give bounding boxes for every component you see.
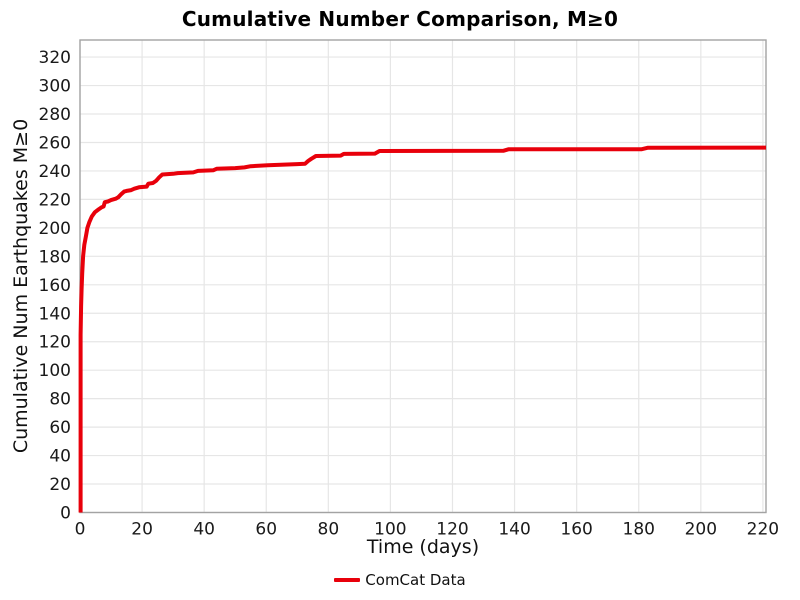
x-tick-label: 140 bbox=[498, 520, 530, 540]
legend-line-marker bbox=[334, 578, 361, 582]
y-tick-label: 200 bbox=[39, 219, 71, 239]
legend-label: ComCat Data bbox=[365, 571, 466, 589]
x-tick-label: 200 bbox=[685, 520, 717, 540]
x-tick-label: 220 bbox=[747, 520, 779, 540]
y-tick-label: 320 bbox=[39, 48, 71, 68]
y-tick-label: 140 bbox=[39, 304, 71, 324]
y-tick-label: 80 bbox=[49, 390, 71, 410]
y-tick-label: 240 bbox=[39, 162, 71, 182]
data-line bbox=[78, 145, 767, 513]
y-tick-label: 180 bbox=[39, 247, 71, 267]
y-tick-label: 60 bbox=[49, 418, 71, 438]
x-tick-label: 20 bbox=[131, 520, 153, 540]
y-tick-label: 120 bbox=[39, 333, 71, 353]
y-tick-label: 300 bbox=[39, 77, 71, 97]
x-tick-label: 180 bbox=[623, 520, 655, 540]
y-tick-label: 220 bbox=[39, 190, 71, 210]
y-tick-label: 40 bbox=[49, 447, 71, 467]
x-tick-label: 60 bbox=[255, 520, 277, 540]
x-tick-label: 120 bbox=[436, 520, 468, 540]
y-tick-label: 160 bbox=[39, 276, 71, 296]
y-tick-label: 260 bbox=[39, 133, 71, 153]
y-axis-label: Cumulative Num Earthquakes M≥0 bbox=[10, 118, 32, 454]
x-tick-label: 40 bbox=[193, 520, 215, 540]
x-tick-label: 160 bbox=[560, 520, 592, 540]
y-tick-label: 0 bbox=[60, 504, 71, 524]
y-tick-label: 20 bbox=[49, 475, 71, 495]
x-tick-label: 100 bbox=[374, 520, 406, 540]
chart-title: Cumulative Number Comparison, M≥0 bbox=[181, 7, 619, 31]
y-tick-label: 280 bbox=[39, 105, 71, 125]
x-axis-label: Time (days) bbox=[366, 536, 480, 558]
x-tick-label: 80 bbox=[318, 520, 340, 540]
legend: ComCat Data bbox=[0, 571, 800, 589]
y-tick-label: 100 bbox=[39, 361, 71, 381]
plot-border bbox=[79, 39, 767, 514]
x-tick-label: 0 bbox=[75, 520, 86, 540]
